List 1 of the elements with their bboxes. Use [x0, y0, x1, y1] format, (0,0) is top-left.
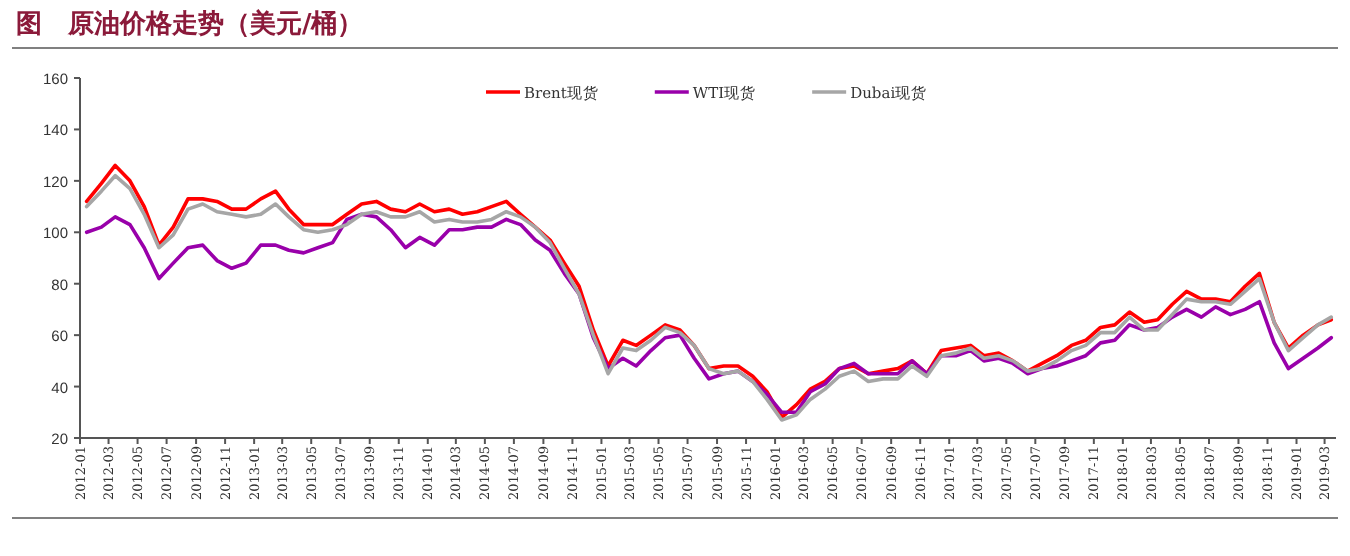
chart-title: 图 原油价格走势（美元/桶） [16, 8, 364, 40]
